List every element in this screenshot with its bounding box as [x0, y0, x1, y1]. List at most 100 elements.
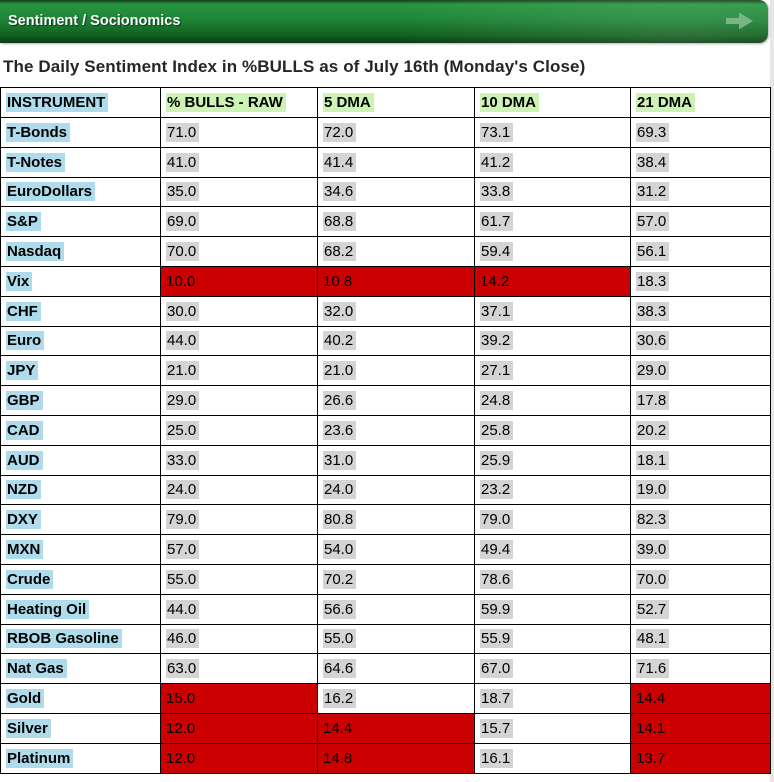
- col-header-label: 10 DMA: [480, 93, 540, 112]
- table-row: Crude 55.0 70.2 78.6 70.0: [0, 563, 771, 595]
- value-label: 57.0: [166, 540, 200, 560]
- value-label: 48.1: [636, 629, 670, 649]
- value-cell: 82.3: [630, 504, 771, 536]
- value-cell: 71.0: [160, 117, 318, 148]
- value-label: 44.0: [166, 331, 200, 351]
- instrument-cell: RBOB Gasoline: [0, 623, 161, 655]
- col-header-10dma: 10 DMA: [474, 87, 631, 118]
- value-label: 41.0: [166, 152, 200, 172]
- value-label: 31.0: [323, 450, 357, 470]
- value-cell: 12.0: [160, 742, 318, 774]
- instrument-cell: Crude: [0, 563, 161, 595]
- instrument-cell: AUD: [0, 444, 161, 476]
- value-label: 39.0: [636, 540, 670, 560]
- value-label: 70.0: [636, 569, 670, 589]
- col-header-label: 5 DMA: [323, 93, 374, 112]
- value-cell: 12.0: [160, 712, 318, 744]
- value-label: 79.0: [480, 510, 514, 530]
- value-label: 20.2: [636, 420, 670, 440]
- col-header-instrument: INSTRUMENT: [0, 87, 161, 118]
- value-label: 46.0: [166, 629, 200, 649]
- value-cell: 32.0: [317, 295, 475, 327]
- value-cell: 25.8: [474, 414, 631, 446]
- value-label: 68.2: [323, 242, 357, 262]
- value-cell: 48.1: [630, 623, 771, 655]
- col-header-21dma: 21 DMA: [630, 87, 771, 118]
- value-cell: 70.0: [160, 236, 318, 267]
- value-cell: 14.4: [630, 683, 771, 714]
- instrument-label: CAD: [6, 420, 43, 440]
- value-cell: 23.6: [317, 414, 475, 446]
- value-cell: 24.0: [317, 474, 475, 506]
- instrument-cell: Nat Gas: [0, 653, 161, 685]
- value-label: 56.6: [323, 599, 357, 619]
- value-cell: 16.1: [474, 742, 631, 774]
- value-cell: 79.0: [160, 504, 318, 536]
- value-label: 73.1: [480, 122, 514, 142]
- value-cell: 52.7: [630, 593, 771, 625]
- instrument-cell: CAD: [0, 414, 161, 446]
- value-label: 55.9: [480, 629, 514, 649]
- value-label: 19.0: [636, 480, 670, 500]
- next-arrow-button[interactable]: [724, 10, 755, 32]
- value-label: 31.2: [636, 182, 670, 202]
- table-row: JPY 21.0 21.0 27.1 29.0: [0, 355, 771, 387]
- value-label: 49.4: [480, 540, 514, 560]
- value-label: 67.0: [480, 659, 514, 679]
- table-row: CHF 30.0 32.0 37.1 38.3: [0, 295, 771, 327]
- value-cell: 26.6: [317, 385, 475, 416]
- value-label: 44.0: [166, 599, 200, 619]
- value-cell: 15.7: [474, 712, 631, 744]
- instrument-cell: GBP: [0, 385, 161, 416]
- value-label: 57.0: [636, 212, 670, 232]
- value-cell: 68.2: [317, 236, 475, 267]
- table-row: Nat Gas 63.0 64.6 67.0 71.6: [0, 653, 771, 685]
- instrument-cell: S&P: [0, 206, 161, 238]
- value-label: 33.8: [480, 182, 514, 202]
- table-row: T-Bonds 71.0 72.0 73.1 69.3: [0, 117, 771, 148]
- instrument-label: Nat Gas: [6, 659, 67, 679]
- instrument-cell: CHF: [0, 295, 161, 327]
- value-label: 64.6: [323, 659, 357, 679]
- arrow-right-icon: [724, 12, 755, 35]
- col-header-5dma: 5 DMA: [317, 87, 475, 118]
- value-label: 29.0: [636, 361, 670, 381]
- value-label: 71.0: [166, 122, 200, 142]
- instrument-cell: EuroDollars: [0, 176, 161, 208]
- table-body: T-Bonds 71.0 72.0 73.1 69.3 T-Notes 41.0…: [0, 117, 771, 774]
- value-cell: 39.2: [474, 325, 631, 357]
- value-cell: 68.8: [317, 206, 475, 238]
- value-label: 24.8: [480, 391, 514, 411]
- value-cell: 73.1: [474, 117, 631, 148]
- instrument-label: EuroDollars: [6, 182, 96, 202]
- value-cell: 46.0: [160, 623, 318, 655]
- value-label: 69.3: [636, 122, 670, 142]
- value-label: 78.6: [480, 569, 514, 589]
- value-label: 25.0: [166, 420, 200, 440]
- value-label: 55.0: [323, 629, 357, 649]
- value-cell: 10.8: [317, 265, 475, 297]
- table-row: S&P 69.0 68.8 61.7 57.0: [0, 206, 771, 238]
- value-cell: 21.0: [317, 355, 475, 387]
- value-label: 54.0: [323, 540, 357, 560]
- value-cell: 23.2: [474, 474, 631, 506]
- value-cell: 70.0: [630, 563, 771, 595]
- value-label: 18.7: [480, 689, 514, 709]
- instrument-cell: T-Bonds: [0, 117, 161, 148]
- value-cell: 54.0: [317, 534, 475, 565]
- value-cell: 55.9: [474, 623, 631, 655]
- instrument-cell: T-Notes: [0, 146, 161, 178]
- sentiment-table: INSTRUMENT % BULLS - RAW 5 DMA 10 DMA 21…: [0, 87, 771, 774]
- instrument-label: Nasdaq: [6, 242, 65, 262]
- instrument-label: Platinum: [6, 748, 74, 768]
- value-cell: 29.0: [160, 385, 318, 416]
- value-label: 29.0: [166, 391, 200, 411]
- value-label: 33.0: [166, 450, 200, 470]
- value-label: 25.8: [480, 420, 514, 440]
- table-header-row: INSTRUMENT % BULLS - RAW 5 DMA 10 DMA 21…: [0, 87, 771, 118]
- value-cell: 24.8: [474, 385, 631, 416]
- value-cell: 55.0: [317, 623, 475, 655]
- value-label: 18.3: [636, 271, 670, 291]
- instrument-label: T-Notes: [6, 152, 66, 172]
- value-label: 24.0: [323, 480, 357, 500]
